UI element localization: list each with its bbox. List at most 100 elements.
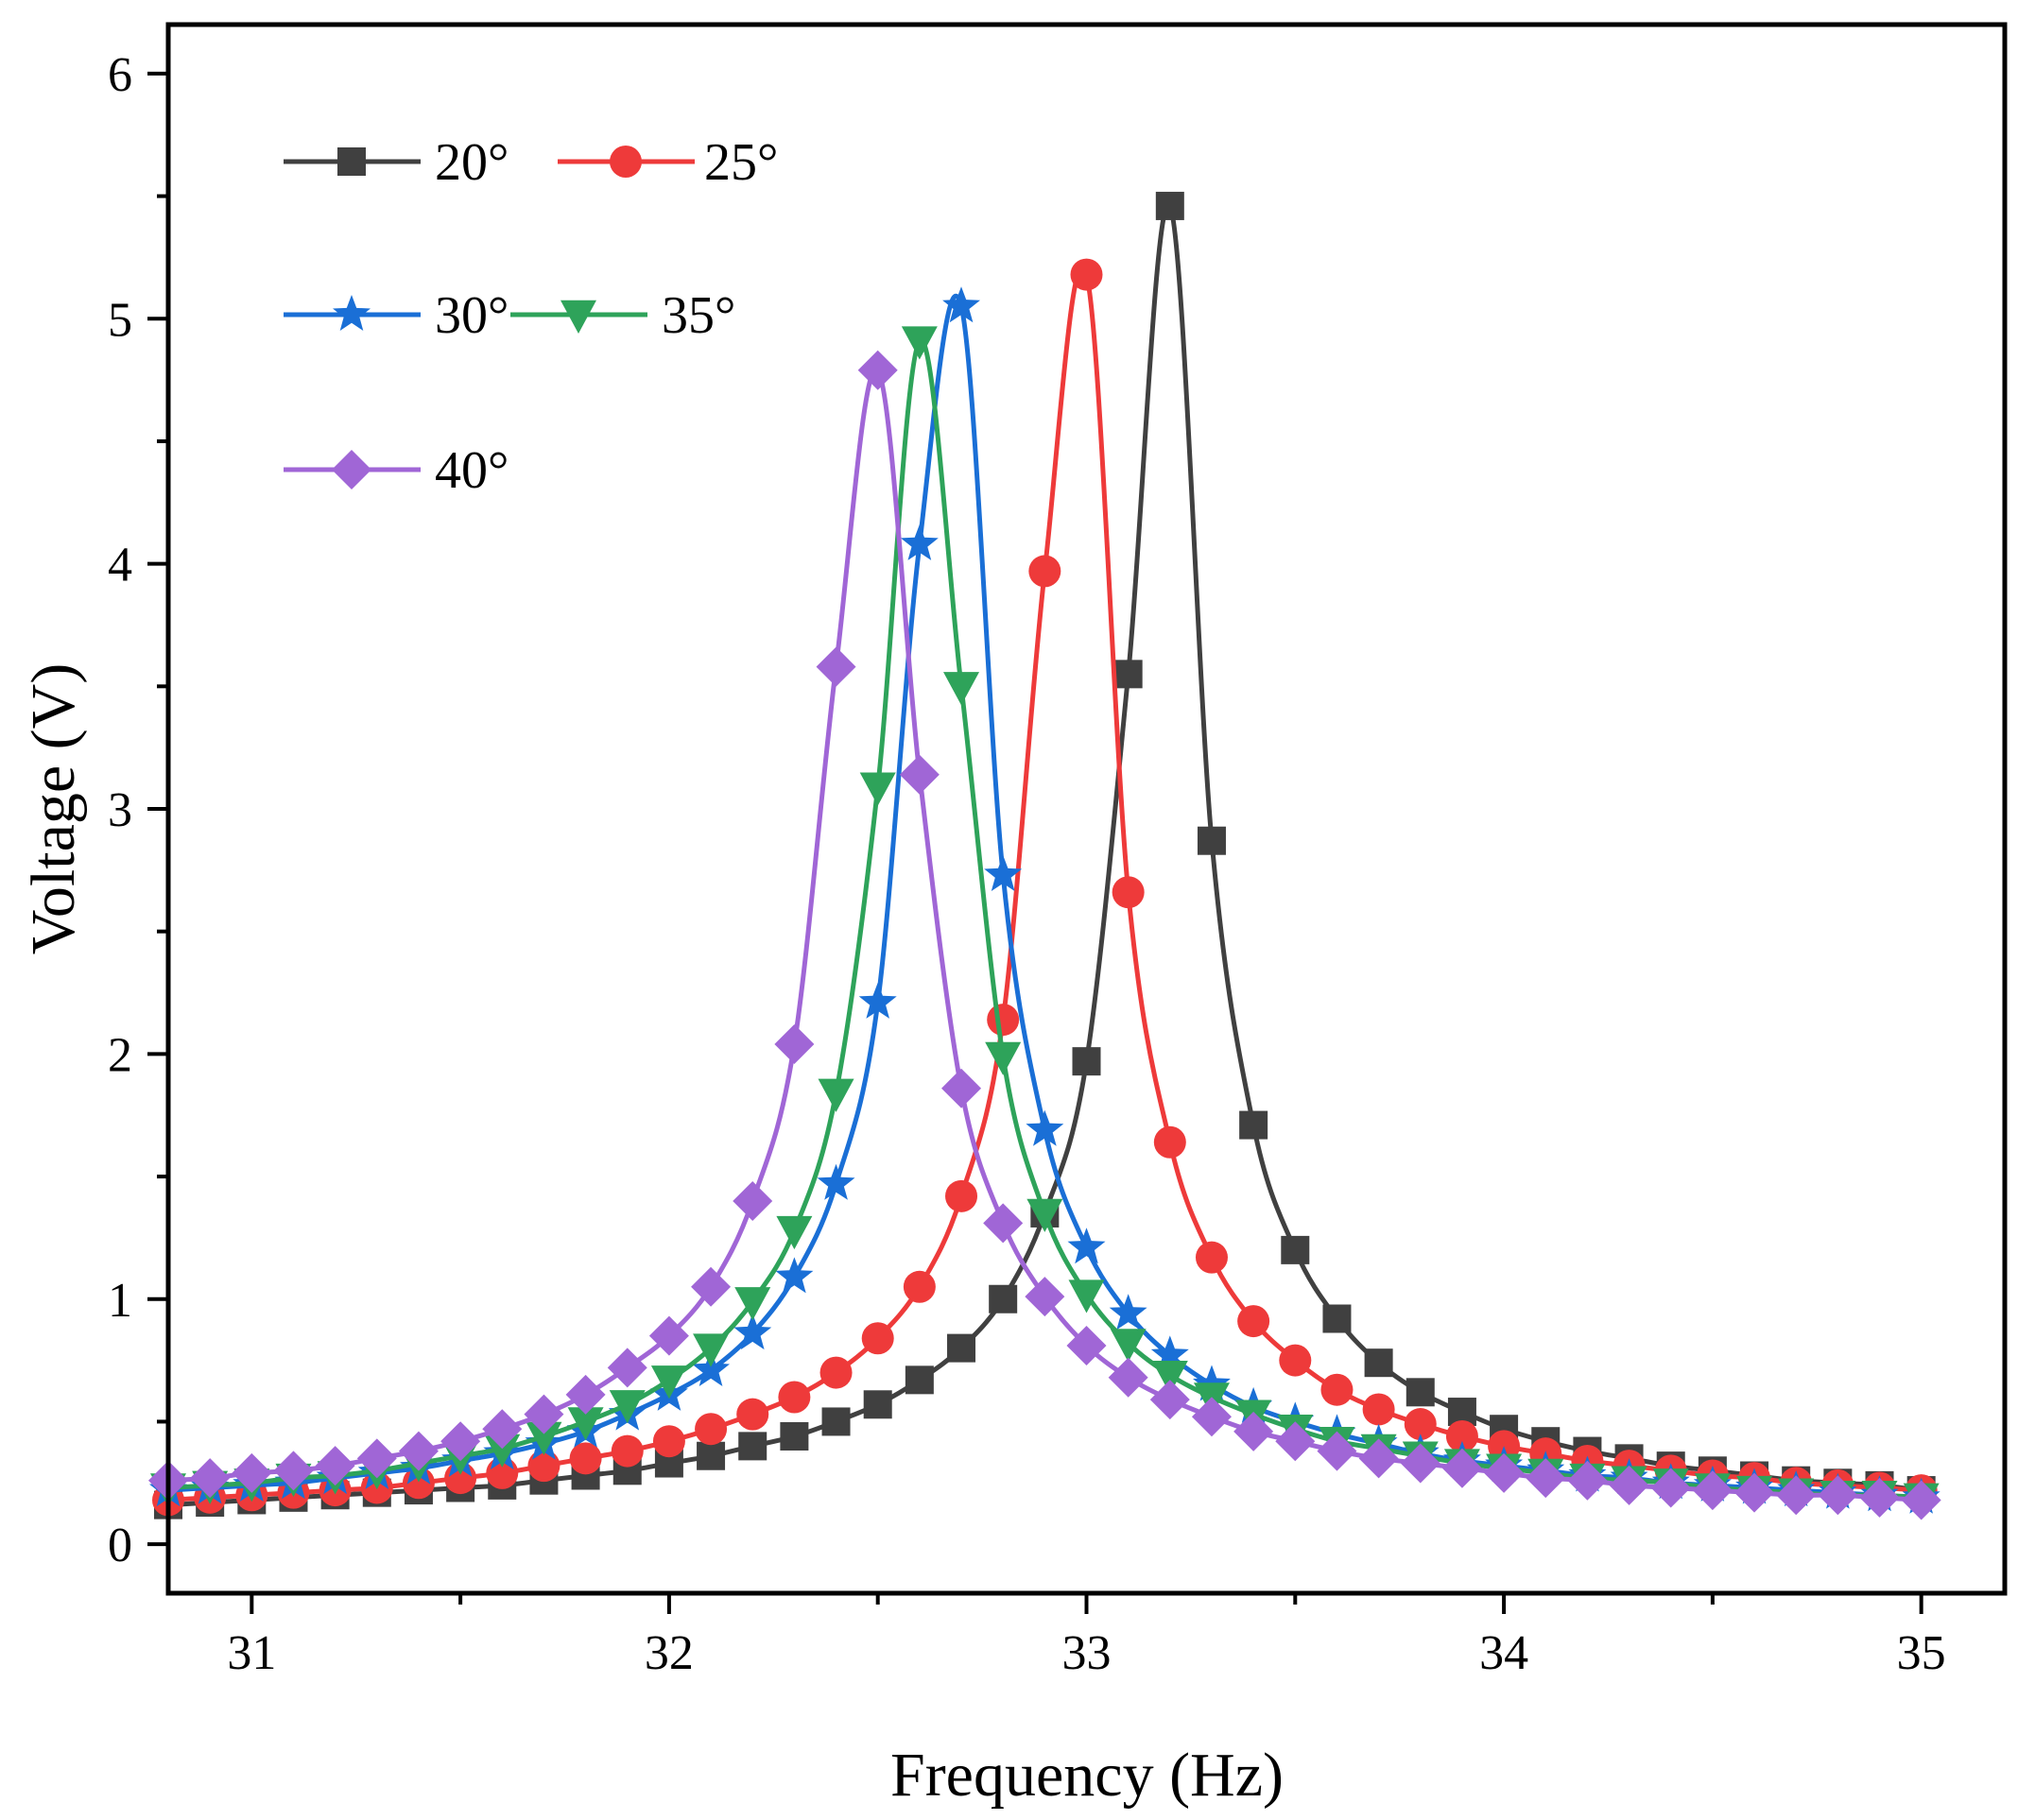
data-point-star <box>1150 1335 1189 1372</box>
data-point-triangle-down <box>1151 1360 1188 1395</box>
data-point-circle <box>903 1270 936 1303</box>
plot-frame <box>165 22 2008 1596</box>
legend: 20° 25° 30° 35° 40° <box>284 133 778 500</box>
data-point-square <box>1072 1047 1101 1076</box>
data-point-circle <box>1195 1241 1228 1274</box>
data-point-diamond <box>733 1181 773 1221</box>
data-point-diamond <box>1901 1480 1941 1520</box>
x-tick-label: 34 <box>1479 1626 1528 1680</box>
data-point-square <box>1239 1110 1268 1140</box>
data-point-diamond <box>1317 1431 1357 1471</box>
data-point-star <box>900 524 939 560</box>
x-tick-label: 35 <box>1897 1626 1946 1680</box>
data-point-diamond <box>1859 1477 1900 1518</box>
data-point-star <box>1109 1294 1147 1331</box>
data-point-diamond <box>774 1024 815 1064</box>
data-point-diamond <box>983 1203 1024 1244</box>
y-tick-label: 1 <box>108 1274 132 1328</box>
data-point-square <box>1155 191 1184 220</box>
legend-marker-triangle-down <box>560 300 596 334</box>
data-point-diamond <box>607 1348 647 1388</box>
legend-entry-20-deg: 20° <box>284 133 509 192</box>
data-point-square <box>1322 1304 1352 1333</box>
data-point-triangle-down <box>609 1390 646 1424</box>
data-point-diamond <box>1066 1326 1107 1366</box>
x-tick-label: 32 <box>645 1626 694 1680</box>
data-point-circle <box>1320 1373 1354 1406</box>
data-point-circle <box>1404 1408 1437 1441</box>
data-point-diamond <box>440 1421 481 1462</box>
data-point-triangle-down <box>484 1434 521 1468</box>
data-point-diamond <box>1567 1460 1608 1501</box>
data-point-square <box>780 1422 809 1451</box>
data-point-circle <box>736 1398 769 1431</box>
legend-marker-star <box>333 295 371 331</box>
y-tick-label: 0 <box>108 1519 132 1572</box>
data-point-star <box>984 855 1023 891</box>
y-axis-title: Voltage (V) <box>19 663 88 955</box>
data-point-circle <box>1070 258 1103 291</box>
data-point-triangle-down <box>1026 1198 1063 1232</box>
data-point-circle <box>1279 1344 1312 1377</box>
data-point-diamond <box>899 754 940 795</box>
data-point-diamond <box>1358 1438 1399 1479</box>
data-point-circle <box>695 1413 728 1446</box>
data-point-star <box>1026 1109 1064 1146</box>
data-point-star <box>858 982 897 1019</box>
data-point-star <box>817 1163 855 1200</box>
data-point-diamond <box>1191 1397 1232 1437</box>
data-point-triangle-down <box>1110 1329 1147 1363</box>
data-point-diamond <box>941 1068 982 1108</box>
data-point-star <box>733 1313 772 1350</box>
data-point-diamond <box>857 350 898 390</box>
data-point-diamond <box>1650 1468 1691 1508</box>
data-point-diamond <box>1776 1475 1817 1516</box>
data-point-diamond <box>1400 1443 1440 1484</box>
data-point-diamond <box>524 1394 564 1434</box>
data-point-diamond <box>315 1446 355 1486</box>
data-point-diamond <box>1734 1472 1775 1513</box>
data-point-diamond <box>482 1409 523 1450</box>
data-point-diamond <box>190 1458 231 1499</box>
data-point-triangle-down <box>693 1333 730 1367</box>
y-tick-label: 6 <box>108 48 132 102</box>
data-point-diamond <box>691 1266 732 1307</box>
legend-marker-circle <box>610 146 642 178</box>
data-point-circle <box>652 1425 685 1458</box>
data-point-circle <box>1028 555 1061 588</box>
data-point-circle <box>987 1004 1020 1037</box>
data-point-square <box>1197 826 1226 855</box>
data-point-triangle-down <box>985 1041 1022 1075</box>
data-point-triangle-down <box>859 772 896 806</box>
data-point-triangle-down <box>734 1287 771 1321</box>
data-point-diamond <box>816 646 856 687</box>
data-point-circle <box>778 1381 811 1414</box>
data-point-circle <box>819 1356 853 1389</box>
data-point-diamond <box>1692 1470 1733 1511</box>
data-point-diamond <box>1233 1411 1274 1451</box>
series-40-deg <box>148 350 1941 1520</box>
data-point-diamond <box>1108 1357 1148 1398</box>
data-point-diamond <box>1025 1277 1065 1317</box>
data-point-diamond <box>356 1438 397 1479</box>
data-point-circle <box>1237 1305 1270 1338</box>
data-point-circle <box>527 1450 560 1483</box>
data-point-square <box>1406 1378 1435 1407</box>
data-point-star <box>942 286 980 323</box>
data-point-square <box>1281 1235 1310 1264</box>
x-tick-label: 33 <box>1062 1626 1112 1680</box>
data-point-triangle-down <box>901 326 938 360</box>
data-point-square <box>1113 660 1143 689</box>
data-point-triangle-down <box>776 1215 813 1250</box>
legend-entry-25-deg: 25° <box>558 133 778 192</box>
legend-label: 25° <box>704 133 778 192</box>
data-point-square <box>905 1365 934 1395</box>
data-point-circle <box>1112 876 1145 909</box>
data-point-diamond <box>1149 1380 1190 1420</box>
data-point-triangle-down <box>650 1365 687 1399</box>
data-point-diamond <box>1441 1448 1482 1488</box>
legend-marker-square <box>337 147 366 176</box>
data-point-diamond <box>648 1315 689 1356</box>
data-point-diamond <box>232 1452 272 1493</box>
